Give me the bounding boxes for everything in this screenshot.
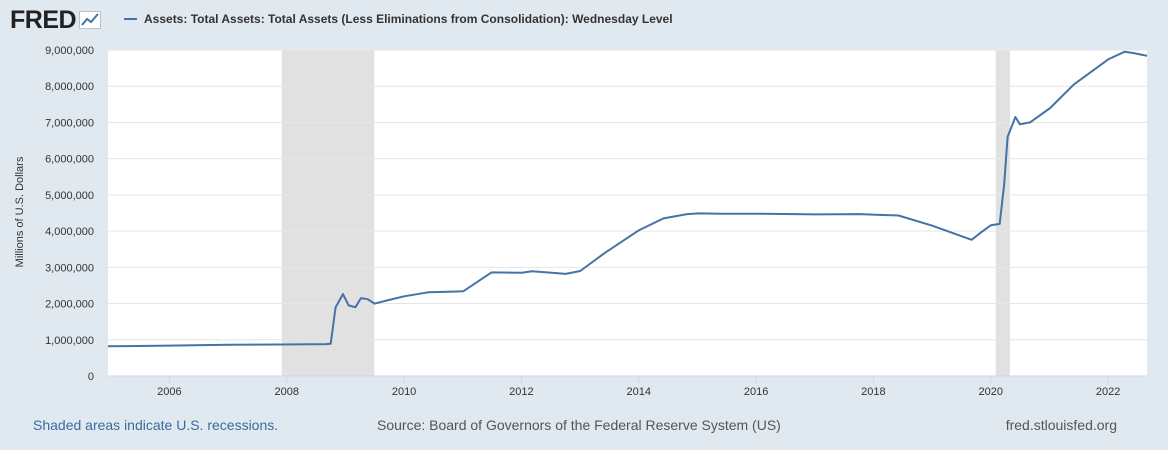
recession-band	[281, 50, 375, 376]
plot-background	[108, 50, 1147, 376]
chart: 0 1,000,000 2,000,000 3,000,000 4,000,000 5,0…	[45, 45, 1148, 398]
x-tick-label: 2008	[274, 386, 298, 398]
x-tick-labels: 2006 2008 2010 2012 2014 2016 2018 2020 2022	[157, 386, 1120, 398]
y-tick-label: 2,000,000	[45, 299, 94, 311]
x-tick-label: 2018	[861, 386, 885, 398]
fred-logo-text: FRED	[10, 6, 77, 34]
x-tick-label: 2014	[627, 386, 651, 398]
grid-lines	[108, 49, 1147, 341]
chart-legend: Assets: Total Assets: Total Assets (Less…	[124, 12, 673, 26]
y-tick-label: 7,000,000	[45, 117, 94, 129]
series-lines	[107, 50, 1148, 348]
x-tick-label: 2022	[1096, 386, 1120, 398]
x-tick-label: 2020	[979, 386, 1003, 398]
x-tick-label: 2006	[157, 386, 181, 398]
y-tick-label: 4,000,000	[45, 226, 94, 238]
fred-logo[interactable]: FRED	[10, 6, 102, 34]
y-tick-label: 8,000,000	[45, 81, 94, 93]
series-line	[107, 50, 1148, 348]
y-tick-label: 6,000,000	[45, 154, 94, 166]
x-tick-label: 2012	[509, 386, 533, 398]
recessions-note-link[interactable]: Shaded areas indicate U.S. recessions.	[33, 417, 279, 433]
legend-label: Assets: Total Assets: Total Assets (Less…	[144, 12, 673, 26]
y-tick-label: 1,000,000	[45, 335, 94, 347]
x-tick-label: 2016	[744, 386, 768, 398]
source-note: Source: Board of Governors of the Federa…	[377, 417, 781, 433]
y-tick-labels: 0 1,000,000 2,000,000 3,000,000 4,000,000 5,0…	[45, 45, 94, 383]
y-tick-label: 3,000,000	[45, 262, 94, 274]
site-link[interactable]: fred.stlouisfed.org	[1005, 417, 1117, 433]
chart-line-icon	[79, 11, 102, 29]
recession-band	[995, 50, 1010, 376]
legend-swatch	[124, 18, 137, 20]
y-tick-label: 5,000,000	[45, 190, 94, 202]
y-tick-label: 0	[88, 371, 94, 383]
y-tick-label: 9,000,000	[45, 45, 94, 57]
x-tick-label: 2010	[392, 386, 416, 398]
axes	[108, 375, 1147, 383]
recession-shading	[281, 50, 1010, 376]
